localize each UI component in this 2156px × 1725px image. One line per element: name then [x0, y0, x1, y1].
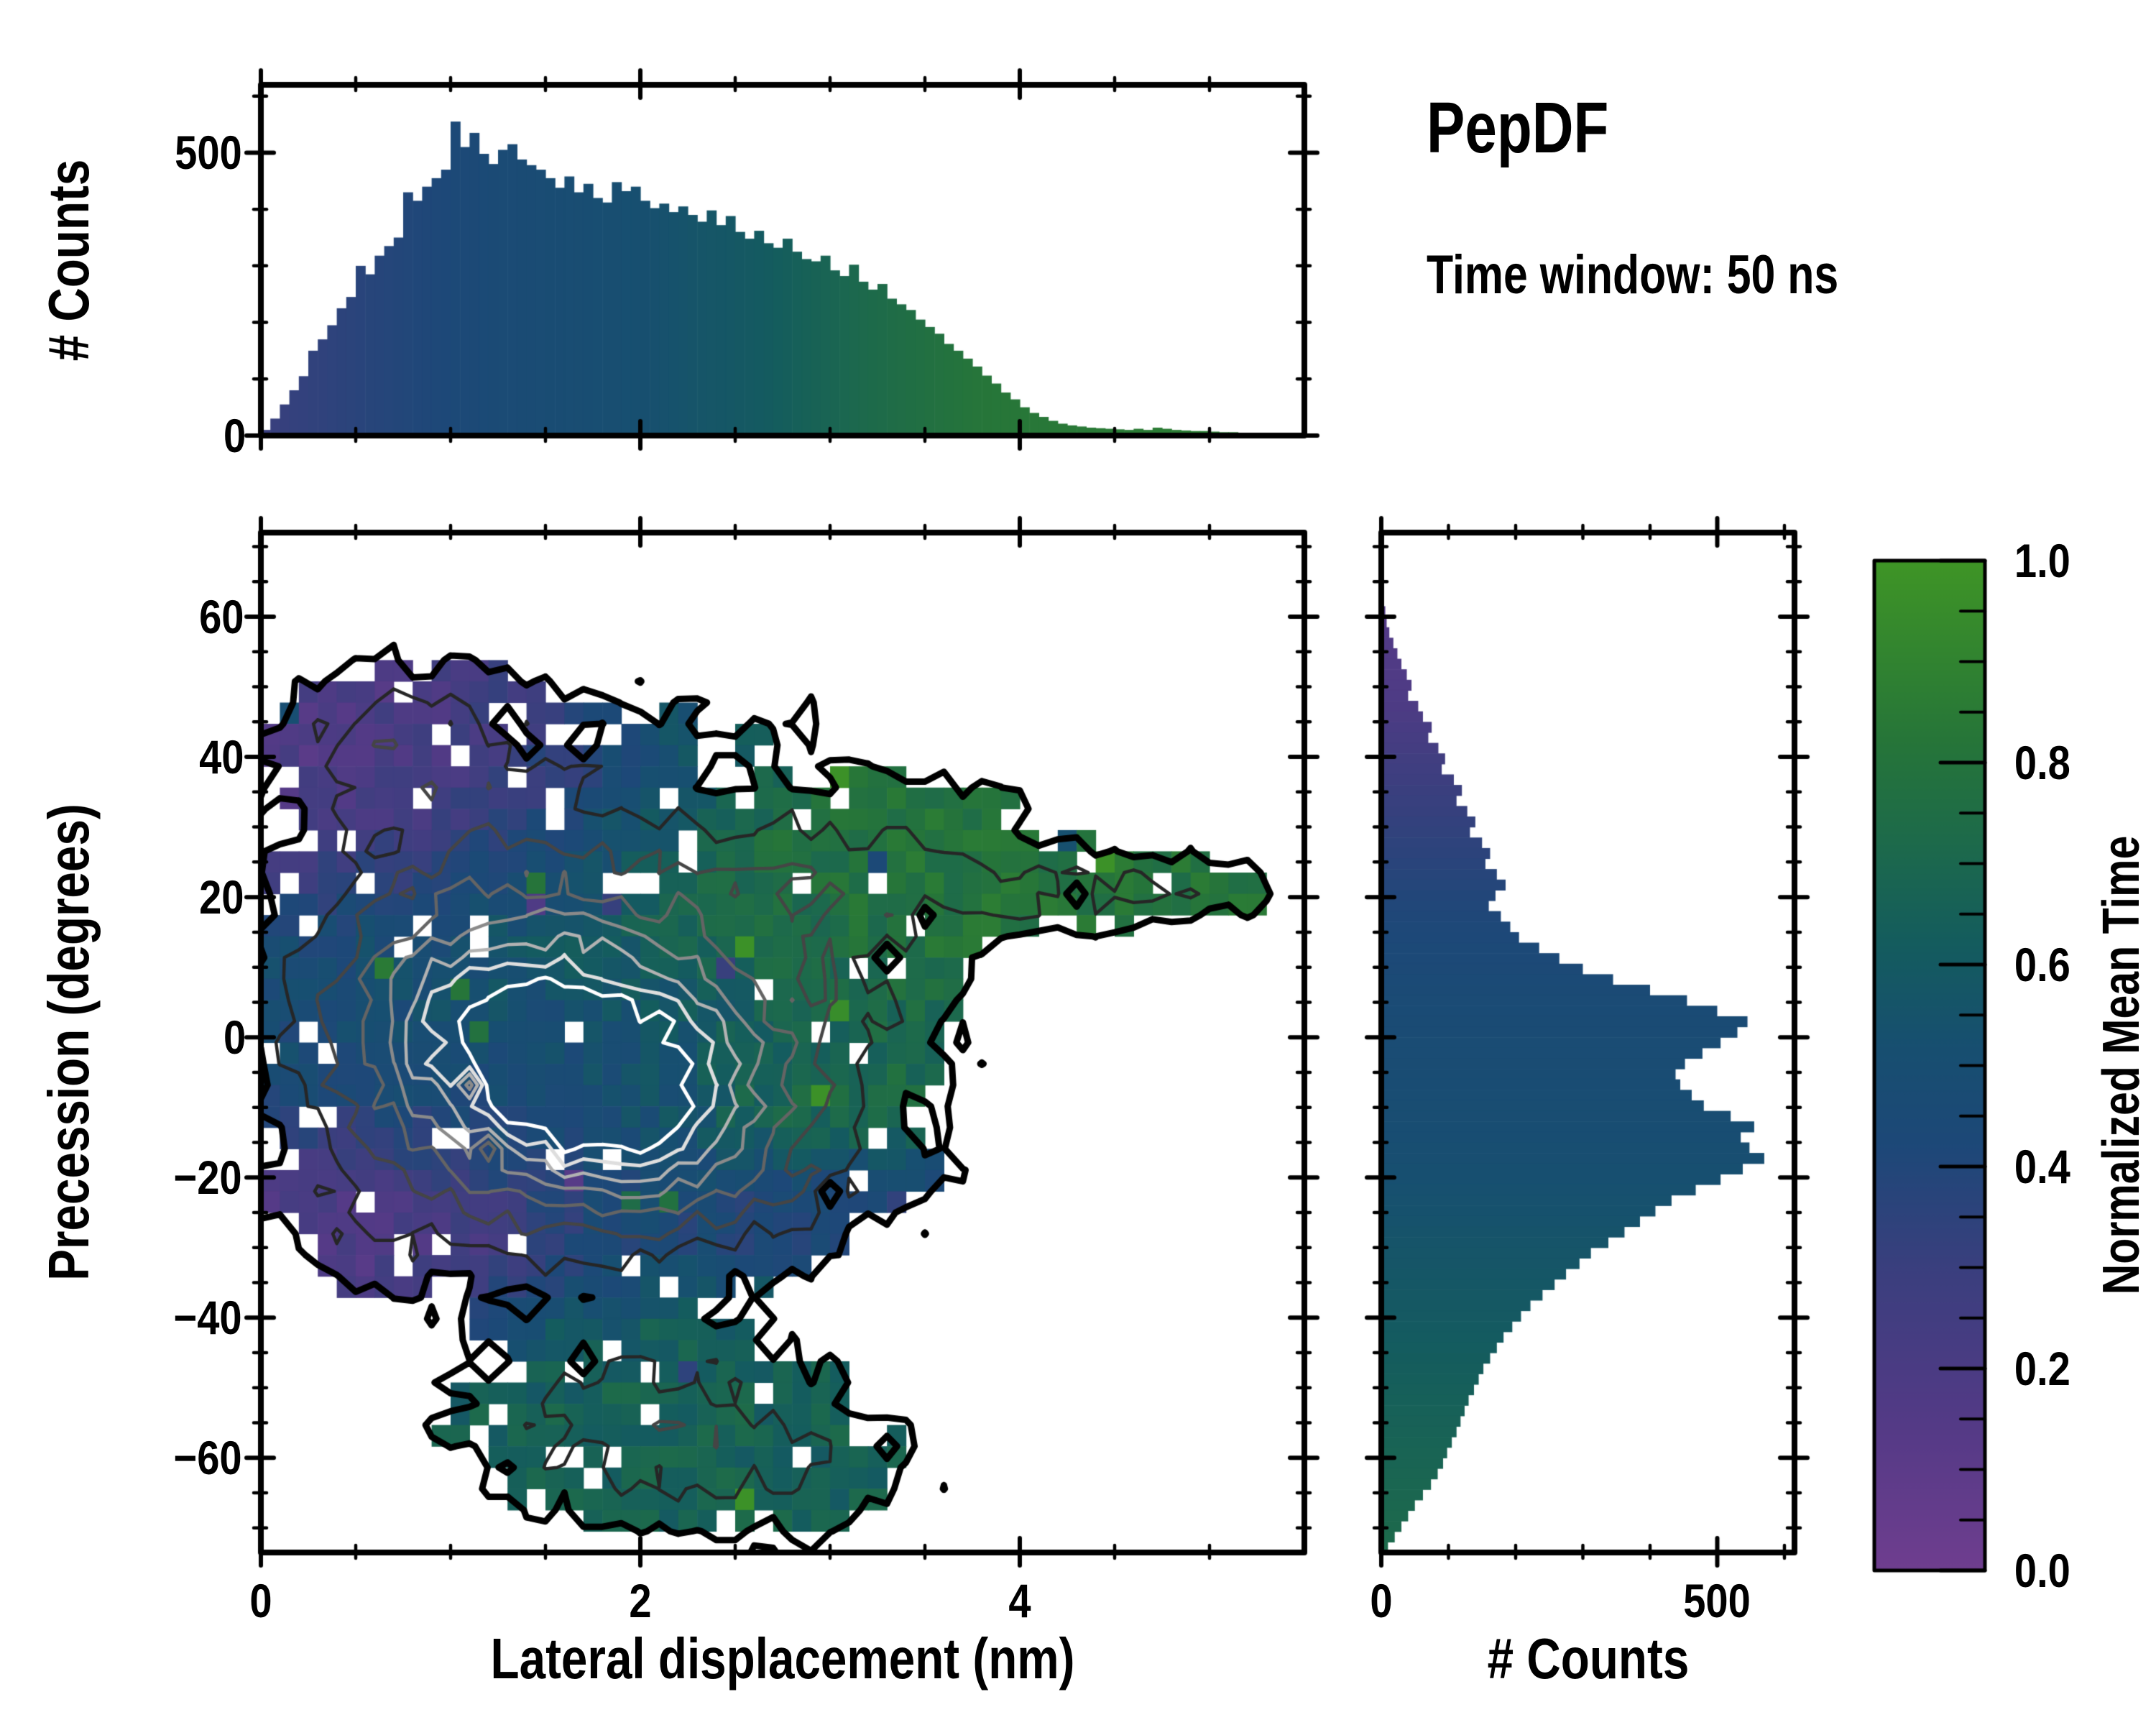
- top-hist-y-axis-label: # Counts: [37, 159, 101, 362]
- tick-label: 60: [199, 590, 244, 644]
- main-y-axis-label: Precession (degrees): [37, 804, 101, 1281]
- tick-label: 0.6: [2014, 938, 2070, 991]
- tick-label: 1.0: [2014, 534, 2070, 587]
- right-hist-x-axis-label: # Counts: [1487, 1627, 1690, 1690]
- tick-label: 2: [629, 1574, 652, 1627]
- tick-label: 500: [1683, 1574, 1751, 1627]
- plot-title: PepDF: [1427, 88, 1609, 168]
- tick-label: −20: [173, 1151, 242, 1205]
- tick-label: −40: [173, 1291, 242, 1345]
- time-window-label: Time window: 50 ns: [1427, 244, 1839, 305]
- tick-label: 0.0: [2014, 1544, 2070, 1597]
- tick-label: 0: [1370, 1574, 1393, 1627]
- tick-label: 4: [1008, 1574, 1031, 1627]
- tick-label: 0: [249, 1574, 272, 1627]
- tick-label: 0.4: [2014, 1140, 2070, 1193]
- tick-label: 500: [175, 126, 242, 180]
- tick-label: 40: [199, 730, 244, 784]
- tick-label: −60: [173, 1431, 242, 1485]
- main-x-axis-label: Lateral displacement (nm): [490, 1627, 1075, 1690]
- tick-label: 0.2: [2014, 1342, 2070, 1395]
- colorbar-label: Normalized Mean Time: [2093, 835, 2150, 1295]
- tick-label: 0: [224, 1011, 247, 1064]
- tick-label: 0: [224, 409, 247, 462]
- tick-label: 0.8: [2014, 736, 2070, 789]
- tick-label: 20: [199, 870, 244, 924]
